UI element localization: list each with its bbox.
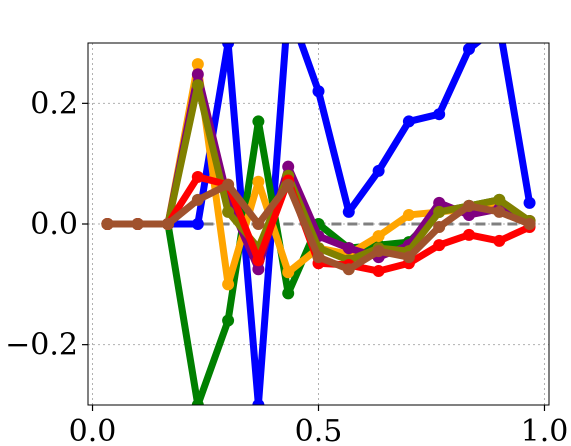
data-point bbox=[282, 266, 295, 279]
data-point bbox=[433, 221, 446, 234]
data-point bbox=[282, 160, 295, 173]
data-point bbox=[191, 58, 204, 71]
data-point bbox=[191, 68, 204, 81]
data-point bbox=[252, 218, 265, 230]
data-point bbox=[523, 196, 536, 209]
data-point bbox=[342, 242, 355, 255]
data-point bbox=[523, 218, 536, 230]
data-point bbox=[463, 228, 476, 241]
data-point bbox=[222, 178, 235, 191]
data-point bbox=[433, 205, 446, 218]
data-point bbox=[402, 251, 415, 264]
data-point bbox=[493, 205, 506, 218]
data-point bbox=[191, 399, 204, 405]
data-point bbox=[282, 287, 295, 300]
series-layer bbox=[101, 1, 536, 405]
data-point bbox=[191, 193, 204, 206]
y-tick-label: 0.0 bbox=[30, 207, 78, 242]
data-point bbox=[402, 208, 415, 221]
y-tick-label: 0.2 bbox=[30, 86, 78, 121]
data-point bbox=[222, 278, 235, 291]
data-point bbox=[252, 399, 265, 405]
data-point bbox=[222, 205, 235, 218]
data-point bbox=[252, 175, 265, 188]
data-point bbox=[161, 218, 174, 230]
data-point bbox=[131, 218, 144, 230]
x-tick-label: 1.0 bbox=[521, 414, 569, 446]
data-point bbox=[493, 234, 506, 247]
data-point bbox=[312, 85, 325, 98]
data-point bbox=[191, 79, 204, 92]
data-point bbox=[342, 263, 355, 276]
data-point bbox=[402, 115, 415, 128]
data-point bbox=[282, 178, 295, 191]
series-7 bbox=[101, 178, 536, 276]
y-tick-label: −0.2 bbox=[5, 328, 78, 363]
data-point bbox=[282, 1, 294, 13]
data-point bbox=[191, 170, 204, 183]
data-point bbox=[222, 314, 235, 327]
data-point bbox=[372, 265, 385, 278]
data-point bbox=[312, 251, 325, 264]
data-point bbox=[493, 193, 506, 206]
data-point bbox=[433, 108, 446, 121]
x-tick-label: 0.0 bbox=[69, 414, 117, 446]
data-point bbox=[252, 115, 265, 128]
data-point bbox=[342, 205, 355, 218]
data-point bbox=[372, 164, 385, 177]
data-point bbox=[372, 245, 385, 258]
ticks bbox=[82, 102, 546, 411]
data-point bbox=[463, 199, 476, 212]
data-point bbox=[101, 218, 114, 230]
tick-labels: 0.0 0.5 1.0 −0.2 0.0 0.2 bbox=[5, 86, 568, 446]
x-tick-label: 0.5 bbox=[295, 414, 343, 446]
data-point bbox=[463, 43, 476, 56]
data-point bbox=[252, 263, 265, 276]
data-point bbox=[433, 239, 446, 252]
data-point bbox=[493, 19, 505, 31]
data-point bbox=[191, 218, 204, 230]
data-point bbox=[372, 230, 385, 243]
data-point bbox=[222, 43, 235, 49]
data-point bbox=[433, 196, 446, 209]
data-point bbox=[252, 254, 265, 267]
